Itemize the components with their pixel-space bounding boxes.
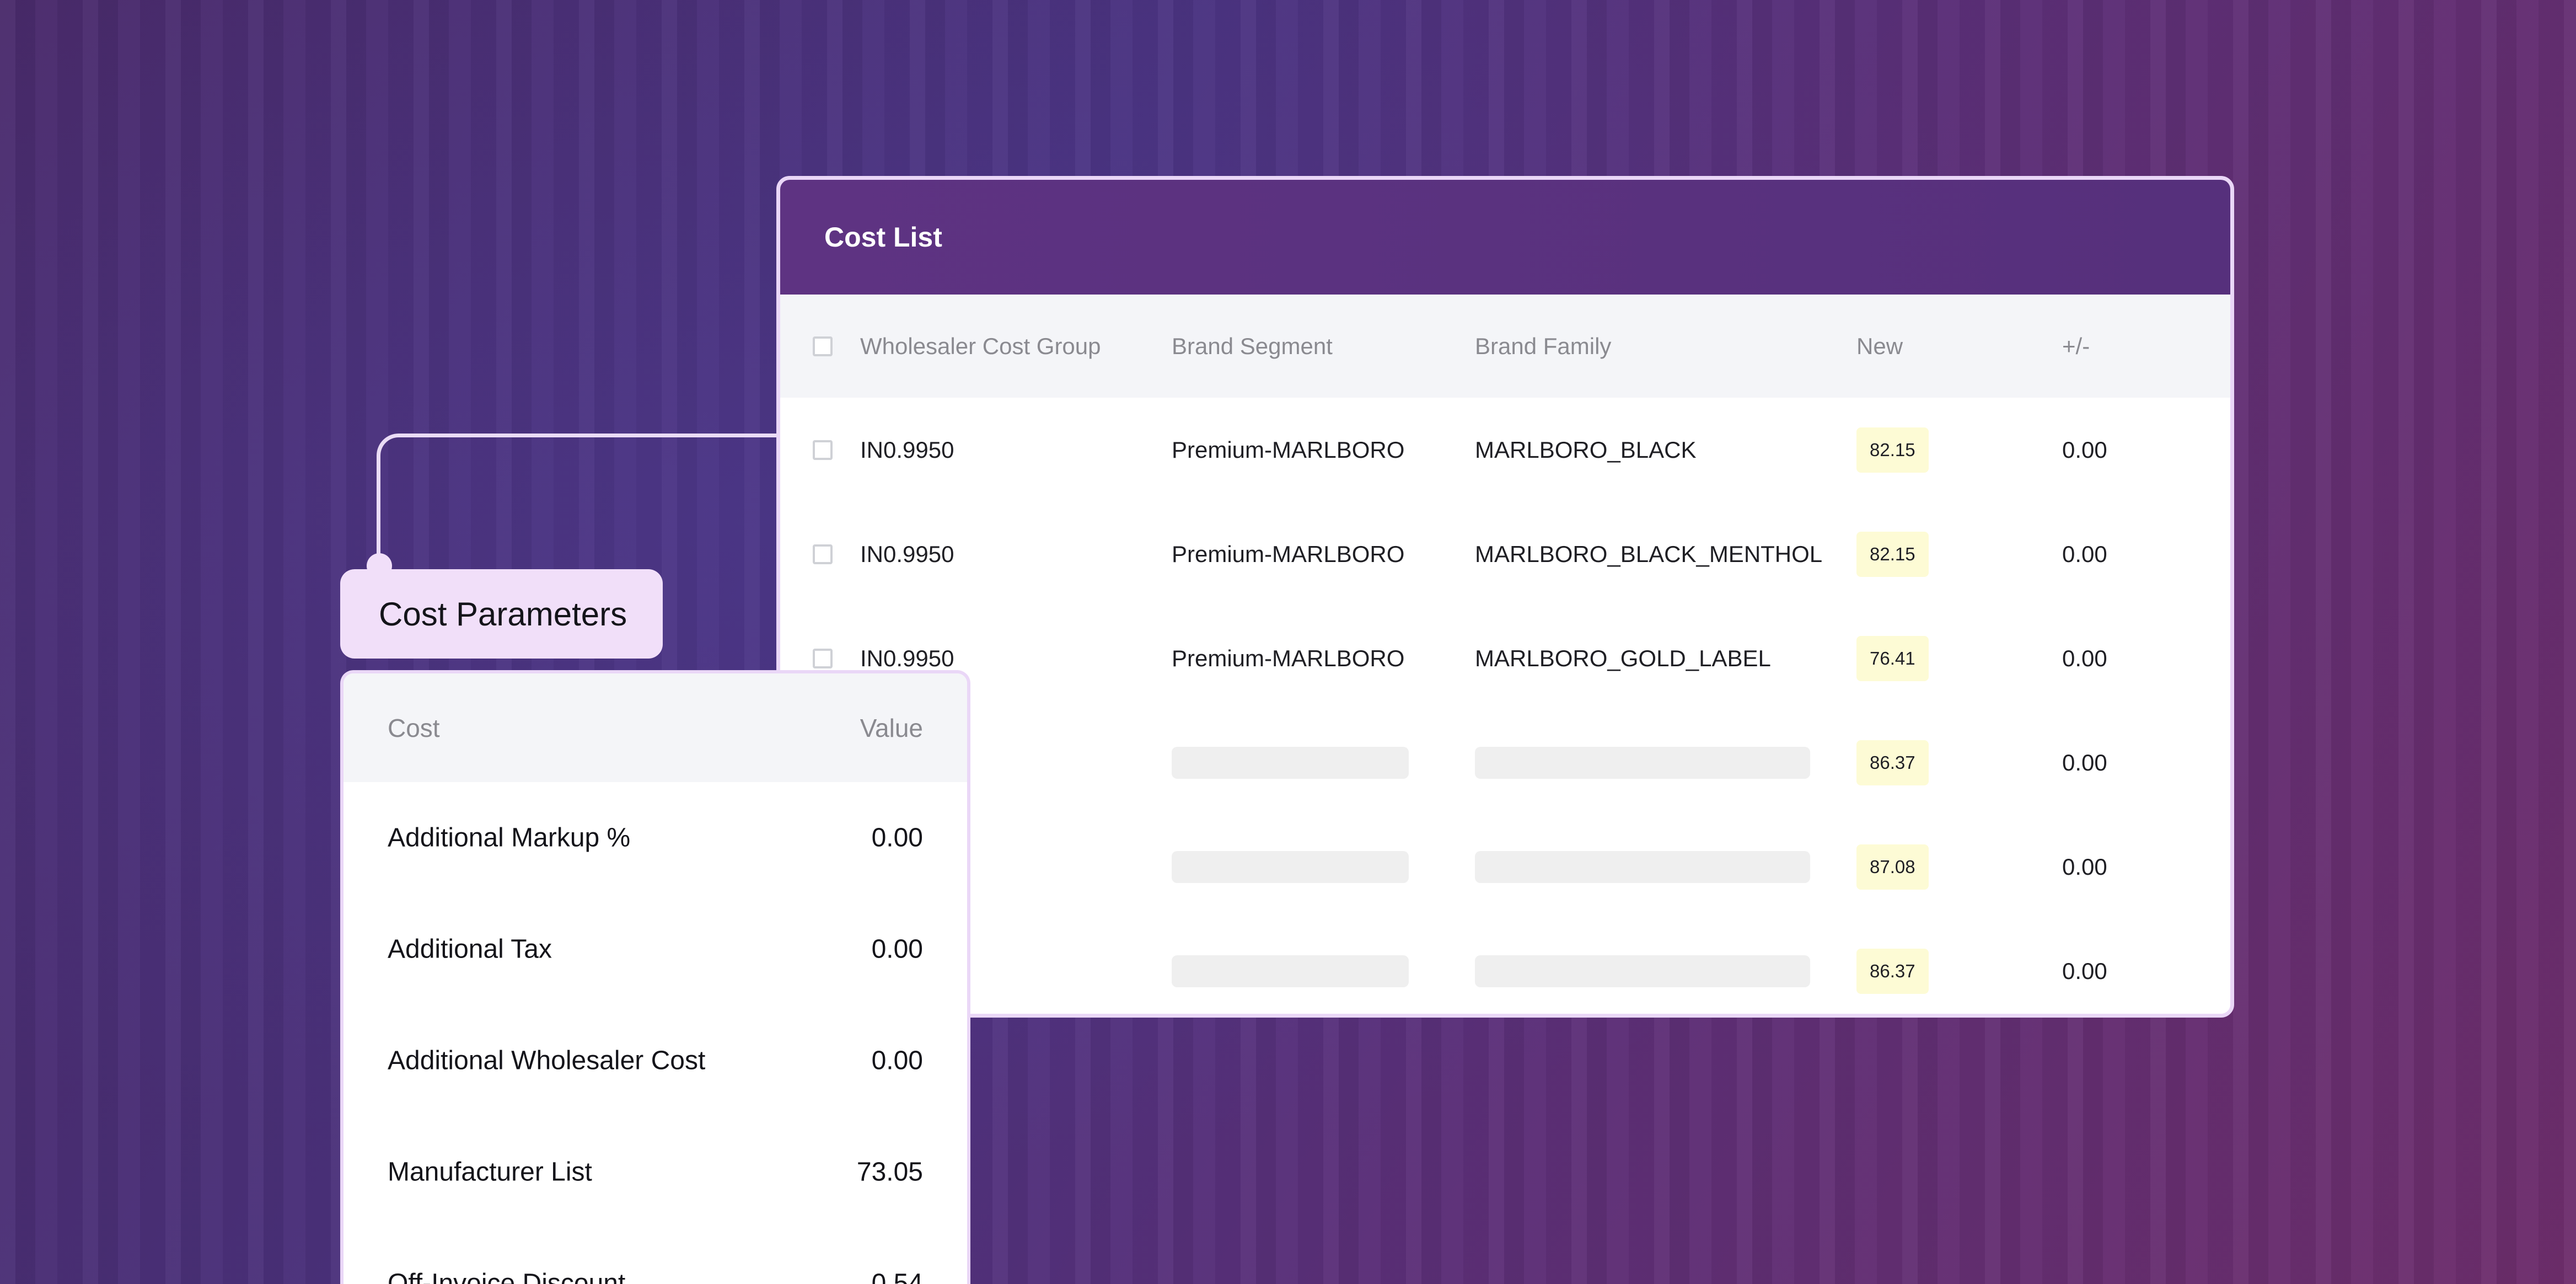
parameter-row[interactable]: Additional Tax 0.00: [344, 894, 967, 1005]
cell-delta: 0.00: [2062, 853, 2107, 880]
cost-parameters-label: Cost Parameters: [379, 595, 627, 633]
new-value-badge: 82.15: [1856, 531, 1929, 577]
cost-list-title: Cost List: [824, 222, 942, 253]
cost-list-column-header: Wholesaler Cost Group Brand Segment Bran…: [780, 295, 2230, 398]
cost-parameters-column-header: Cost Value: [344, 673, 967, 782]
column-header-cost: Cost: [388, 713, 440, 742]
new-value-badge: 86.37: [1856, 740, 1929, 785]
cell-brand-family: MARLBORO_BLACK_MENTHOL: [1475, 541, 1823, 567]
select-all-checkbox[interactable]: [813, 336, 833, 356]
cell-brand-family: MARLBORO_GOLD_LABEL: [1475, 645, 1771, 671]
row-checkbox[interactable]: [813, 648, 833, 668]
new-value-badge: 87.08: [1856, 844, 1929, 890]
parameter-value: 0.00: [871, 823, 923, 853]
table-row[interactable]: IN0.9950 Premium-MARLBORO MARLBORO_GOLD_…: [780, 606, 2230, 710]
table-row[interactable]: IN0.9950 Premium-MARLBORO MARLBORO_BLACK…: [780, 502, 2230, 606]
table-row-loading[interactable]: 86.37 0.00: [780, 919, 2230, 1014]
table-row[interactable]: IN0.9950 Premium-MARLBORO MARLBORO_BLACK…: [780, 398, 2230, 502]
skeleton-placeholder: [1172, 850, 1409, 883]
parameter-name: Additional Tax: [388, 934, 552, 964]
column-header-brand-family[interactable]: Brand Family: [1475, 333, 1612, 359]
parameter-value: 0.54: [871, 1269, 923, 1284]
parameter-row[interactable]: Additional Markup % 0.00: [344, 782, 967, 894]
cell-wholesaler-cost-group: IN0.9950: [860, 436, 954, 463]
cell-delta: 0.00: [2062, 957, 2107, 984]
cell-delta: 0.00: [2062, 645, 2107, 671]
parameter-value: 0.00: [871, 1046, 923, 1076]
parameter-value: 73.05: [856, 1157, 923, 1187]
column-header-new[interactable]: New: [1856, 333, 1903, 359]
parameter-name: Additional Wholesaler Cost: [388, 1046, 706, 1076]
cost-parameters-tag[interactable]: Cost Parameters: [340, 569, 663, 659]
cell-brand-segment: Premium-MARLBORO: [1172, 645, 1405, 671]
skeleton-placeholder: [1475, 746, 1810, 779]
cell-delta: 0.00: [2062, 541, 2107, 567]
column-header-brand-segment[interactable]: Brand Segment: [1172, 333, 1333, 359]
table-row-loading[interactable]: 87.08 0.00: [780, 815, 2230, 919]
parameter-row[interactable]: Additional Wholesaler Cost 0.00: [344, 1005, 967, 1116]
parameter-row[interactable]: Off-Invoice Discount 0.54: [344, 1228, 967, 1284]
table-row-loading[interactable]: 86.37 0.00: [780, 710, 2230, 815]
parameter-value: 0.00: [871, 934, 923, 964]
cost-list-panel: Cost List Wholesaler Cost Group Brand Se…: [776, 176, 2234, 1018]
parameter-name: Off-Invoice Discount: [388, 1269, 626, 1284]
cost-list-header: Cost List: [780, 180, 2230, 295]
cell-wholesaler-cost-group: IN0.9950: [860, 541, 954, 567]
new-value-badge: 76.41: [1856, 635, 1929, 681]
cell-delta: 0.00: [2062, 749, 2107, 775]
column-header-wholesaler-cost-group[interactable]: Wholesaler Cost Group: [860, 333, 1101, 359]
connector-line: [377, 434, 776, 566]
skeleton-placeholder: [1475, 955, 1810, 987]
cell-wholesaler-cost-group: IN0.9950: [860, 645, 954, 671]
cost-parameters-panel: Cost Value Additional Markup % 0.00 Addi…: [340, 670, 970, 1284]
column-header-value: Value: [860, 713, 923, 742]
new-value-badge: 86.37: [1856, 948, 1929, 994]
new-value-badge: 82.15: [1856, 427, 1929, 473]
column-header-delta[interactable]: +/-: [2062, 333, 2090, 359]
row-checkbox[interactable]: [813, 440, 833, 460]
cell-brand-family: MARLBORO_BLACK: [1475, 436, 1697, 463]
skeleton-placeholder: [1475, 850, 1810, 883]
parameter-name: Manufacturer List: [388, 1157, 592, 1187]
cell-brand-segment: Premium-MARLBORO: [1172, 436, 1405, 463]
row-checkbox[interactable]: [813, 544, 833, 564]
cell-brand-segment: Premium-MARLBORO: [1172, 541, 1405, 567]
parameter-name: Additional Markup %: [388, 823, 631, 853]
cell-delta: 0.00: [2062, 436, 2107, 463]
skeleton-placeholder: [1172, 955, 1409, 987]
parameter-row[interactable]: Manufacturer List 73.05: [344, 1116, 967, 1228]
skeleton-placeholder: [1172, 746, 1409, 779]
